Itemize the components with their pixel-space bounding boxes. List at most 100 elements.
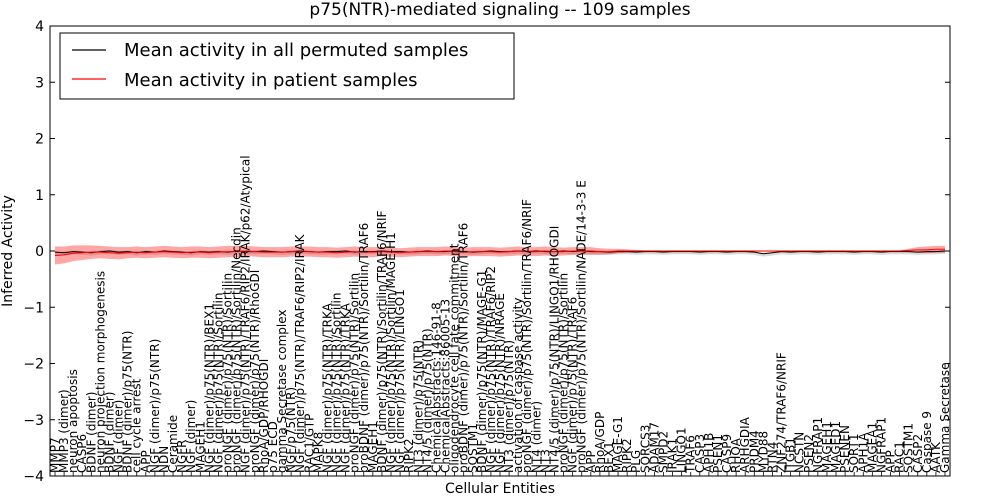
x-tick-label: Caspase 9 — [920, 411, 934, 473]
x-tick-label: NGFRAP1 — [811, 417, 825, 473]
legend-label-permuted: Mean activity in all permuted samples — [124, 40, 468, 61]
x-tick-label: BEX1 — [602, 441, 616, 473]
x-tick-label: MAGE-G1 — [611, 416, 625, 473]
x-tick-label: BDNF (dimer)/p75(NTR)/Sortilin/TRAF6/NRI… — [375, 210, 389, 473]
x-tick-label: proNGF (dimer)/p75(NTR)/Sortilin/Necdin — [230, 227, 244, 473]
x-tick-label: RHOA — [729, 437, 743, 473]
patient-range-band — [55, 245, 945, 265]
x-tick-label: proNGF (dimer)/p75(NTR)/Sortilin/NADE/14… — [575, 180, 589, 473]
y-tick-label: −2 — [23, 357, 44, 373]
x-tick-label: BDNF (dimer) — [84, 392, 98, 474]
x-tick-label: ARHGDIA — [738, 416, 752, 473]
x-tick-label: RAC1 — [893, 441, 907, 473]
x-tick-label: oligodendrocyte cell fate commitment — [448, 243, 462, 473]
x-tick-label: APP — [584, 450, 598, 473]
x-tick-label: CASP9 — [720, 434, 734, 473]
x-tick-label: NGF (dimer) — [184, 400, 198, 473]
x-tick-label: proNGF (dimer)/p75(NTR)/Sortilin — [221, 273, 235, 473]
x-tick-label: NGF (dimer)/p75(NTR)/BEX1 — [202, 303, 216, 473]
x-tick-label: neuron projection morphogenesis — [93, 271, 107, 473]
x-tick-label: NGF (dimer)/p75(NTR)/LINGO1 — [393, 289, 407, 473]
x-tick-label: NGF (dimer) — [112, 400, 126, 473]
x-tick-label: NGF/p75(NTR) — [284, 387, 298, 473]
x-tick-label: NGF (dimer)/p75(NTR)/TRAF6/RIP2/IRAK/p62… — [239, 155, 253, 473]
x-tick-label: NGF (dimer)/p75(NTR)/Sortilin/MAGE-H1 — [384, 232, 398, 473]
x-tick-label: NGF (dimer)/p75(NTR)/TRAF6/RIP2/IRAK — [293, 233, 307, 473]
x-tick-label: MAGED1 — [829, 421, 843, 473]
x-tick-label: ITGB1 — [784, 437, 798, 473]
x-tick-label: SORCS3 — [638, 425, 652, 473]
y-tick-label: −4 — [23, 469, 44, 485]
x-tick-label: NGF (dimer)/p75(NTR)/TRAF6 — [566, 297, 580, 473]
x-tick-label: CASP3 — [693, 434, 707, 473]
y-axis: −4 −3 −2 −1 0 1 2 3 4 — [23, 19, 950, 485]
y-tick-label: 4 — [35, 19, 44, 35]
x-tick-label: NGF (dimer)/p75(NTR)/NRAGE — [493, 293, 507, 473]
x-tick-label: cell cycle arrest — [130, 378, 144, 473]
x-tick-label: SQSTM1 — [466, 423, 480, 473]
x-tick-label: MAPK8 — [311, 432, 325, 473]
x-tick-label: MMP7 — [48, 437, 62, 473]
x-tick-label: NT4/5 (dimer)/p75(NTR)/LINGO1/RHOGDI — [548, 226, 562, 473]
x-tick-label: NT4/5 (dimer)/p75(NTR) — [420, 328, 434, 473]
x-tick-label: APP — [139, 450, 153, 473]
x-tick-label: BDNF (dimer)/p75(NTR)/MAGE-G1 — [475, 270, 489, 473]
x-tick-label: MAGEH1 — [366, 421, 380, 473]
y-axis-label: Inferred Activity — [0, 195, 16, 307]
x-tick-label: ZNF274/TRAF6/NRIF — [775, 352, 789, 473]
x-tick-label: NT3 (dimer)/p75(NTR) — [502, 340, 516, 473]
x-tick-label: MMP3 (dimer) — [57, 389, 71, 473]
x-tick-label: RIPK2 — [620, 438, 634, 473]
x-tick-label: NGF (dimer)/p75(NTR)/Sortilin — [330, 293, 344, 474]
plot-frame — [49, 25, 951, 477]
x-tick-label: ChemicalAbstracts:86005-13 — [439, 299, 453, 473]
x-tick-label: BDNF (dimer)/p75(NTR) — [121, 331, 135, 473]
x-tick-label: NT3 (dimer)/p75(NTR) — [411, 340, 425, 473]
x-tick-label: NGF (dimer)/p75(NTR)/TRKA — [320, 302, 334, 473]
legend-box — [59, 32, 515, 100]
x-axis-label: Cellular Entities — [445, 481, 555, 497]
x-tick-label: proNGF (dimer)/p75(NTR)/Sortilin — [557, 273, 571, 473]
x-tick-label: NGF (dimer)/p75(NTR) — [148, 339, 162, 473]
x-tick-label: APH1B — [702, 433, 716, 473]
x-tick-label: p75 ECD — [266, 421, 280, 473]
x-tick-label: NGF (dimer)/p75(NTR)/Sortilin — [212, 293, 226, 474]
x-tick-label: TRAF6 — [684, 435, 698, 474]
x-tick-label: PSENEN — [838, 425, 852, 473]
y-tick-label: −3 — [23, 413, 44, 429]
x-tick-label: MYD88 — [756, 431, 770, 473]
y-tick-label: 0 — [35, 244, 44, 260]
x-tick-label: PSEN2 — [802, 434, 816, 473]
x-tick-label: proBDNF (dimer)/p75(NTR)/Sortilin/TRAF6 — [457, 223, 471, 473]
x-tick-label: SMPD2 — [657, 431, 671, 473]
x-tick-label: RhoA/GDP — [593, 412, 607, 473]
x-tick-label: APP — [884, 450, 898, 473]
x-tick-label: SORT1 — [847, 434, 861, 474]
x-tick-label: Ceramide — [166, 415, 180, 473]
x-tick-label: NDN — [157, 446, 171, 473]
x-tick-label: NT3 — [538, 449, 552, 473]
x-tick-label: LINGO1 — [675, 427, 689, 473]
x-tick-label: NGFR — [175, 439, 189, 473]
x-tick-label: NT4 (dimer) — [529, 401, 543, 473]
y-tick-label: 1 — [35, 188, 44, 204]
x-tick-label: CASP6 — [75, 434, 89, 473]
x-tick-label: CASP2 — [911, 434, 925, 473]
legend: Mean activity in all permuted samples Me… — [59, 32, 515, 100]
x-tick-label: MAGEA1 — [865, 422, 879, 473]
x-tick-label: proNGF (dimer)/p75(NTR)/Sortilin — [348, 273, 362, 473]
x-tick-label: NGFRAP1 — [874, 417, 888, 473]
x-tick-label: NGF (dimer)/p75(NTR)/TRKA — [339, 302, 353, 473]
x-tick-label: proBDNF (dimer)/p75(NTR)/Sortilin/TRAF6 — [357, 223, 371, 473]
x-tick-label: RIPK2 — [402, 438, 416, 473]
x-tick-label: IRAK1 — [666, 438, 680, 473]
x-tick-label: PRDM4 — [747, 430, 761, 473]
x-tick-label: RAC1/GTP — [302, 414, 316, 473]
y-tick-label: −1 — [23, 300, 44, 316]
x-tick-label: PSEN1 — [711, 434, 725, 473]
x-tick-label: ADAM17 — [647, 422, 661, 473]
x-tick-label: ChemicalAbstracts:146-91-8 — [429, 302, 443, 473]
x-tick-label: RTN4 — [765, 442, 779, 473]
